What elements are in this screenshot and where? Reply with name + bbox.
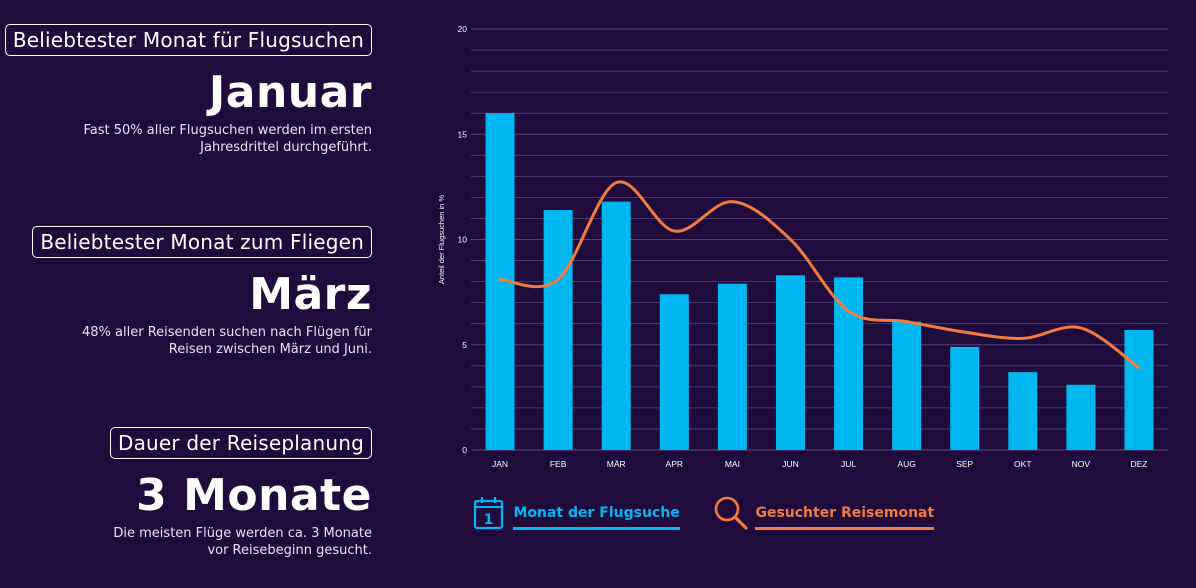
bar-okt [1008, 372, 1038, 450]
bar-sep [950, 346, 980, 450]
flight-search-chart: 0 5 10 15 20 Anteil der Flugsuchen in % JAN FEB… [437, 24, 1168, 469]
x-tick-label: SEP [956, 459, 973, 469]
line-series-reisemonat [498, 180, 1141, 370]
x-tick-label: DEZ [1130, 459, 1147, 469]
x-tick-label: JUN [782, 459, 799, 469]
x-tick-label: MÄR [607, 459, 626, 469]
y-tick-label: 5 [462, 340, 467, 350]
planning-duration-desc-1: Die meisten Flüge werden ca. 3 Monate [113, 526, 372, 541]
info-panel: Beliebtester Monat für Flugsuchen Januar… [0, 0, 380, 588]
x-tick-label: JAN [492, 459, 508, 469]
x-tick-label: FEB [550, 459, 567, 469]
planning-duration-badge: Dauer der Reiseplanung [109, 427, 372, 459]
x-tick-label: AUG [897, 459, 915, 469]
bar-mai [717, 283, 747, 450]
y-tick-label: 0 [462, 445, 467, 455]
bar-mär [601, 201, 631, 450]
bar-nov [1066, 384, 1096, 450]
bar-feb [543, 210, 573, 450]
legend-line-label: Gesuchter Reisemonat [755, 505, 935, 531]
y-axis-label: Anteil der Flugsuchen in % [437, 195, 446, 285]
popular-search-month-desc-2: Jahresdrittel durchgeführt. [200, 140, 372, 155]
popular-flight-month-desc-1: 48% aller Reisenden suchen nach Flügen f… [82, 325, 372, 340]
x-tick-label: JUL [841, 459, 856, 469]
planning-duration-value: 3 Monate [136, 470, 372, 521]
x-tick-label: NOV [1072, 459, 1091, 469]
legend-bars: 1 Monat der Flugsuche [473, 495, 680, 531]
bar-aug [892, 321, 922, 450]
y-tick-label: 15 [458, 129, 468, 139]
popular-flight-month-desc-2: Reisen zwischen März und Juni. [168, 342, 372, 357]
popular-search-month-value: Januar [208, 67, 372, 118]
x-tick-label: OKT [1014, 459, 1031, 469]
magnifier-icon [714, 496, 748, 530]
legend-line: Gesuchter Reisemonat [713, 495, 935, 531]
bar-apr [659, 294, 689, 450]
x-tick-label: APR [666, 459, 683, 469]
popular-search-month-badge: Beliebtester Monat für Flugsuchen [4, 24, 372, 56]
popular-search-month-block: Beliebtester Monat für Flugsuchen Januar… [4, 24, 372, 156]
calendar-icon-day: 1 [484, 512, 494, 528]
legend-bars-label: Monat der Flugsuche [513, 505, 680, 531]
planning-duration-desc-2: vor Reisebeginn gesucht. [207, 543, 372, 558]
popular-flight-month-block: Beliebtester Monat zum Fliegen März 48% … [32, 226, 372, 358]
bar-jul [834, 277, 864, 450]
calendar-icon: 1 [473, 497, 504, 530]
popular-flight-month-value: März [249, 269, 372, 320]
bar-dez [1124, 330, 1154, 450]
popular-flight-month-badge: Beliebtester Monat zum Fliegen [32, 226, 372, 258]
y-tick-label: 10 [458, 235, 468, 245]
x-tick-label: MAI [725, 459, 740, 469]
y-tick-label: 20 [458, 24, 468, 34]
bar-jun [775, 275, 805, 450]
planning-duration-block: Dauer der Reiseplanung 3 Monate Die meis… [109, 427, 372, 559]
popular-search-month-desc-1: Fast 50% aller Flugsuchen werden im erst… [83, 123, 372, 138]
